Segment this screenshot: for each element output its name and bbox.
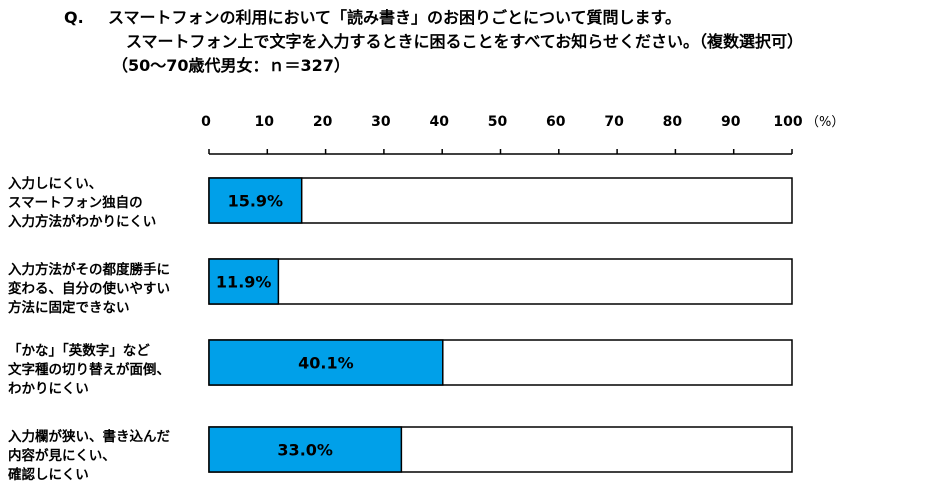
category-label-line: わかりにくい (8, 381, 89, 397)
category-label-line: 文字種の切り替えが面倒、 (8, 362, 170, 378)
category-label-line: スマートフォン独自の (8, 195, 143, 211)
category-label-line: 変わる、自分の使いやすい (8, 281, 170, 297)
question-mark: Q. (64, 8, 84, 27)
question-line-1: スマートフォンの利用において「読み書き」のお困りごとについて質問します。 (108, 8, 681, 27)
x-tick-label: 40 (429, 114, 449, 130)
category-label-line: 確認しにくい (8, 467, 89, 483)
x-tick-label: 100 (773, 114, 802, 130)
x-tick-label: 80 (663, 114, 683, 130)
bar (208, 177, 303, 224)
x-tick-label: 10 (255, 114, 275, 130)
category-label-line: 入力方法がその都度勝手に (8, 262, 170, 278)
bar-track (208, 258, 793, 305)
x-tick-label: 90 (721, 114, 741, 130)
x-tick-label: 60 (546, 114, 566, 130)
category-label: 入力方法がその都度勝手に 変わる、自分の使いやすい 方法に固定できない (8, 261, 208, 318)
bar (208, 258, 280, 305)
bar-value-label: 33.0% (277, 441, 333, 460)
category-label-line: 入力方法がわかりにくい (8, 214, 157, 230)
bar-value-label: 11.9% (216, 273, 272, 292)
x-tick-label: 0 (201, 114, 211, 130)
bar (208, 339, 444, 386)
bar-value-label: 15.9% (228, 192, 284, 211)
category-label: 入力しにくい、スマートフォン独自の 入力方法がわかりにくい (8, 175, 208, 232)
category-label-line: 入力しにくい、 (8, 176, 103, 192)
bar-value-label: 40.1% (298, 354, 354, 373)
category-label-line: 入力欄が狭い、書き込んだ (8, 429, 170, 445)
category-label-line: 内容が見にくい、 (8, 448, 116, 464)
x-axis-unit: （%） (806, 115, 844, 130)
bar-track (208, 177, 793, 224)
x-tick-label: 50 (488, 114, 508, 130)
bar (208, 426, 403, 473)
x-tick-label: 30 (371, 114, 391, 130)
x-tick-label: 70 (604, 114, 624, 130)
category-label-line: 「かな」「英数字」など (8, 343, 150, 359)
sample-size-note: （50〜70歳代男女：ｎ＝327） (112, 56, 350, 75)
category-label: 入力欄が狭い、書き込んだ 内容が見にくい、 確認しにくい (8, 428, 208, 485)
category-label-line: 方法に固定できない (8, 300, 130, 316)
question-line-2: スマートフォン上で文字を入力するときに困ることをすべてお知らせください。（複数選… (126, 32, 803, 51)
category-label: 「かな」「英数字」など文字種の切り替えが面倒、 わかりにくい (8, 342, 208, 399)
x-tick-label: 20 (313, 114, 333, 130)
